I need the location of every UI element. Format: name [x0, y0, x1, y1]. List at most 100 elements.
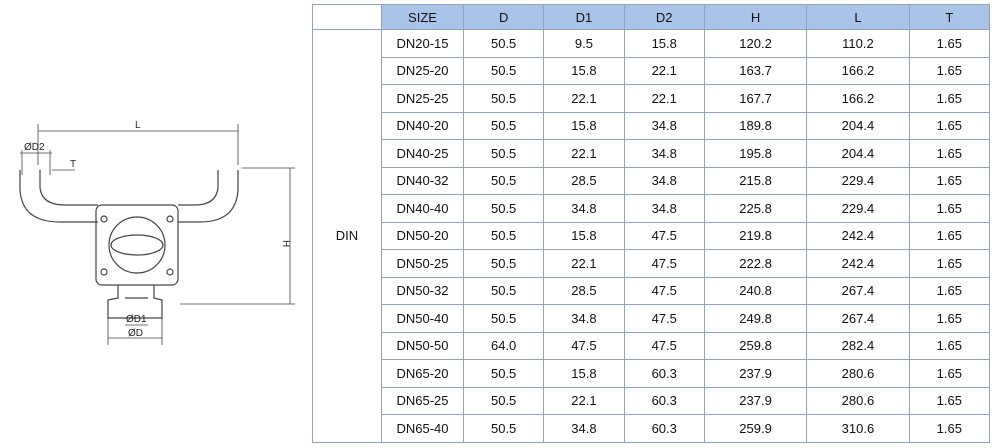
table-cell: 1.65: [908, 111, 991, 140]
dim-label: H: [280, 240, 291, 247]
table-cell: 60.3: [623, 414, 705, 443]
table-cell: 229.4: [806, 194, 910, 223]
table-cell: 64.0: [462, 331, 545, 360]
table-cell: 282.4: [806, 331, 910, 360]
group-cell: DIN: [312, 29, 382, 443]
table-cell: 15.8: [543, 359, 625, 388]
table-cell: DN50-50: [381, 331, 464, 360]
table-row: DIN DN20-15 50.5 9.5 15.8 120.2 110.2 1.65: [312, 29, 991, 443]
table-cell: 50.5: [462, 111, 545, 140]
table-row: DN40-20 50.5 15.8 34.8 189.8 204.4 1.65: [313, 111, 991, 140]
table-cell: 34.8: [623, 111, 705, 140]
table-row: DN65-20 50.5 15.8 60.3 237.9 280.6 1.65: [313, 359, 991, 388]
table-cell: 237.9: [703, 359, 808, 388]
table-cell: 28.5: [543, 276, 625, 305]
table-row: DN50-20 50.5 15.8 47.5 219.8 242.4 1.65: [313, 221, 991, 250]
table-cell: 195.8: [703, 139, 808, 168]
table-cell: 1.65: [908, 84, 991, 113]
table-cell: DN25-20: [381, 56, 464, 85]
table-cell: 28.5: [543, 166, 625, 195]
table-cell: 15.8: [543, 111, 625, 140]
table-cell: 166.2: [806, 56, 910, 85]
table-cell: 242.4: [806, 249, 910, 278]
table-cell: DN50-25: [381, 249, 464, 278]
table-cell: 249.8: [703, 304, 808, 333]
table-cell: 15.8: [543, 56, 625, 85]
table-row: DN40-40 50.5 34.8 34.8 225.8 229.4 1.65: [313, 194, 991, 223]
table-cell: 22.1: [543, 139, 625, 168]
table-cell: 120.2: [703, 29, 808, 58]
table-cell: 1.65: [908, 386, 991, 415]
table-cell: 167.7: [703, 84, 808, 113]
table-cell: DN40-25: [381, 139, 464, 168]
column-header: SIZE: [381, 4, 464, 30]
column-header: D: [462, 4, 545, 30]
dim-label: T: [70, 159, 76, 170]
size-table: SIZE D D1 D2 H L T DIN DN20-15 50.5 9.5 15.8 120.2 1…: [312, 4, 991, 443]
table-cell: 47.5: [623, 249, 705, 278]
table-cell: 9.5: [543, 29, 625, 58]
table-cell: DN50-40: [381, 304, 464, 333]
dim-label: ØD2: [24, 142, 45, 153]
table-cell: 47.5: [623, 221, 705, 250]
table-cell: 50.5: [462, 414, 545, 443]
table-cell: 22.1: [543, 249, 625, 278]
table-cell: 50.5: [462, 386, 545, 415]
table-cell: DN50-32: [381, 276, 464, 305]
table-cell: 50.5: [462, 29, 545, 58]
table-cell: DN20-15: [381, 29, 464, 58]
table-cell: DN65-20: [381, 359, 464, 388]
table-cell: 1.65: [908, 139, 991, 168]
group-header: [312, 4, 382, 30]
table-cell: 50.5: [462, 221, 545, 250]
table-cell: 259.9: [703, 414, 808, 443]
table-cell: 47.5: [623, 331, 705, 360]
table-row: DN50-50 64.0 47.5 47.5 259.8 282.4 1.65: [313, 331, 991, 360]
table-cell: 259.8: [703, 331, 808, 360]
table-cell: 34.8: [623, 166, 705, 195]
table-cell: 1.65: [908, 249, 991, 278]
table-cell: 15.8: [623, 29, 705, 58]
table-cell: 280.6: [806, 386, 910, 415]
table-cell: 1.65: [908, 29, 991, 58]
table-cell: 267.4: [806, 304, 910, 333]
dim-label: ØD: [128, 328, 143, 339]
table-cell: 204.4: [806, 111, 910, 140]
table-row: DN25-25 50.5 22.1 22.1 167.7 166.2 1.65: [313, 84, 991, 113]
table-cell: 225.8: [703, 194, 808, 223]
table-cell: 1.65: [908, 166, 991, 195]
table-cell: 310.6: [806, 414, 910, 443]
table-cell: 34.8: [543, 304, 625, 333]
table-cell: 189.8: [703, 111, 808, 140]
table-cell: 166.2: [806, 84, 910, 113]
table-cell: 50.5: [462, 276, 545, 305]
table-cell: 50.5: [462, 139, 545, 168]
table-row: DN65-25 50.5 22.1 60.3 237.9 280.6 1.65: [313, 386, 991, 415]
table-cell: 50.5: [462, 166, 545, 195]
table-cell: 34.8: [543, 194, 625, 223]
column-header: L: [806, 4, 910, 30]
table-cell: 1.65: [908, 359, 991, 388]
table-cell: 34.8: [623, 139, 705, 168]
table-cell: 47.5: [543, 331, 625, 360]
table-cell: 267.4: [806, 276, 910, 305]
table-cell: 280.6: [806, 359, 910, 388]
table-cell: 50.5: [462, 249, 545, 278]
column-header: D1: [543, 4, 625, 30]
table-cell: DN65-25: [381, 386, 464, 415]
table-cell: 50.5: [462, 359, 545, 388]
table-cell: 204.4: [806, 139, 910, 168]
diagram: L ØD2 T H ØD1 ØD: [19, 120, 295, 345]
dim-label: ØD1: [126, 314, 147, 325]
table-cell: 50.5: [462, 194, 545, 223]
table-cell: 1.65: [908, 331, 991, 360]
table-cell: 50.5: [462, 84, 545, 113]
table-cell: 110.2: [806, 29, 910, 58]
dim-label: L: [135, 120, 141, 131]
table-cell: 242.4: [806, 221, 910, 250]
table-row: DN50-25 50.5 22.1 47.5 222.8 242.4 1.65: [313, 249, 991, 278]
table-cell: 47.5: [623, 304, 705, 333]
table-cell: 1.65: [908, 221, 991, 250]
table-cell: 215.8: [703, 166, 808, 195]
table-row: DN65-40 50.5 34.8 60.3 259.9 310.6 1.65: [313, 414, 991, 443]
